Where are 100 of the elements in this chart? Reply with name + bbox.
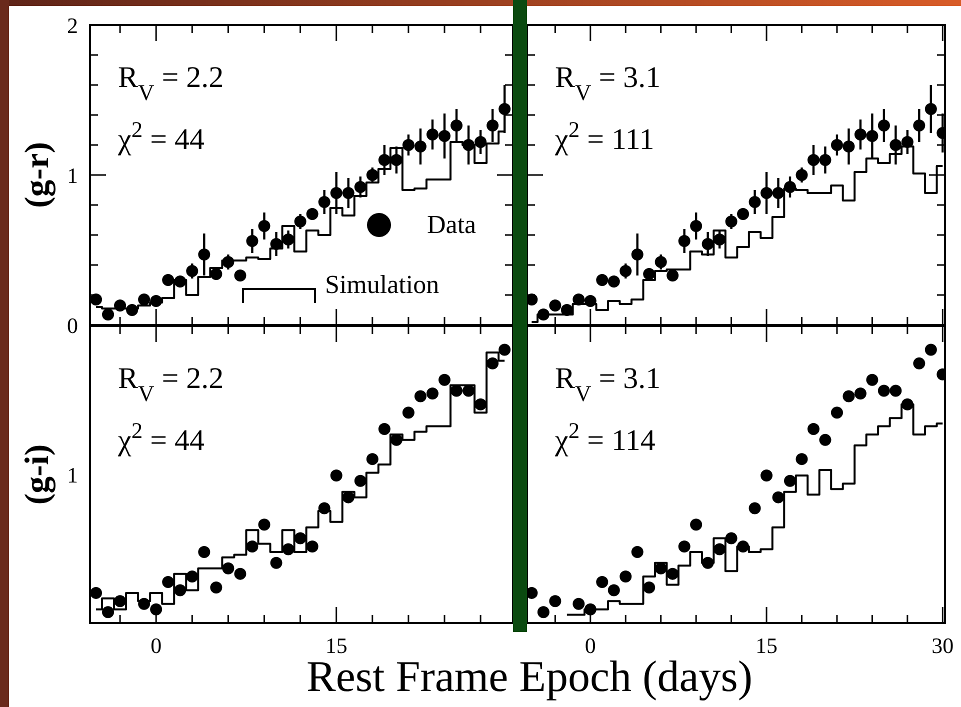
- point: [498, 103, 511, 115]
- point: [842, 390, 855, 402]
- point: [282, 234, 294, 246]
- point: [596, 274, 608, 286]
- point: [878, 120, 890, 132]
- point: [210, 581, 222, 594]
- point: [631, 546, 644, 558]
- point: [186, 570, 198, 583]
- point: [654, 256, 667, 268]
- point: [866, 374, 878, 386]
- point: [438, 374, 451, 386]
- point: [402, 139, 414, 151]
- point: [426, 387, 438, 400]
- point: [678, 540, 690, 552]
- point: [138, 294, 150, 306]
- point: [878, 384, 890, 397]
- point: [234, 568, 246, 580]
- point: [426, 128, 438, 140]
- point: [366, 169, 378, 181]
- point: [390, 154, 402, 166]
- point: [854, 128, 866, 140]
- annotation: χ$^{2}$ = 111: [554, 116, 654, 156]
- point: [819, 434, 832, 446]
- point: [643, 581, 656, 594]
- point: [438, 130, 451, 142]
- point: [102, 606, 114, 618]
- point: [474, 136, 487, 148]
- point: [90, 294, 102, 306]
- point: [527, 586, 538, 599]
- point: [474, 398, 487, 410]
- point: [608, 584, 620, 596]
- point: [258, 220, 270, 232]
- point: [498, 344, 511, 356]
- point: [796, 169, 808, 181]
- point: [620, 265, 632, 277]
- annotation: R$_{V}$ = 3.1: [555, 362, 661, 406]
- point: [450, 120, 463, 132]
- point: [572, 598, 585, 610]
- x-tick-label: 0: [150, 633, 162, 658]
- point: [537, 606, 550, 618]
- point: [258, 518, 270, 531]
- point: [702, 238, 714, 250]
- point: [414, 140, 426, 152]
- point: [608, 276, 620, 288]
- point: [102, 308, 114, 320]
- point: [318, 196, 330, 208]
- point: [678, 235, 690, 247]
- point: [830, 406, 843, 419]
- point: [772, 491, 784, 504]
- point: [760, 469, 773, 482]
- point: [354, 181, 366, 193]
- point: [402, 406, 414, 419]
- point: [784, 474, 796, 487]
- point: [924, 103, 937, 115]
- point: [666, 568, 679, 580]
- legend-label: Data: [427, 210, 477, 239]
- point: [924, 344, 937, 356]
- point: [748, 196, 761, 208]
- point: [162, 274, 174, 286]
- annotation: χ$^{2}$ = 114: [554, 418, 656, 457]
- point: [572, 294, 585, 306]
- y-axis-title: (g-i): [19, 444, 56, 505]
- point: [725, 532, 738, 544]
- point: [282, 543, 294, 556]
- point: [796, 453, 808, 466]
- point: [913, 120, 926, 132]
- point: [830, 139, 843, 151]
- point: [620, 570, 632, 583]
- annotation: χ$^{2}$ = 44: [117, 116, 204, 156]
- point: [890, 384, 902, 397]
- point: [486, 120, 499, 132]
- point: [760, 187, 773, 199]
- point: [294, 216, 306, 228]
- point: [210, 268, 222, 280]
- point: [186, 265, 198, 277]
- point: [772, 187, 784, 199]
- annotation: R$_{V}$ = 2.2: [118, 362, 224, 406]
- point: [222, 562, 234, 574]
- point: [174, 584, 186, 596]
- point: [854, 387, 866, 400]
- point: [725, 216, 738, 228]
- annotation: R$_{V}$ = 3.1: [555, 61, 661, 104]
- point: [666, 270, 679, 282]
- point: [366, 453, 378, 466]
- x-tick-label: 15: [756, 633, 778, 658]
- y-tick-label: 1: [67, 163, 78, 188]
- point: [643, 268, 656, 280]
- point: [270, 556, 282, 569]
- point: [306, 208, 318, 220]
- point: [378, 423, 390, 436]
- point: [486, 357, 499, 370]
- point: [90, 586, 102, 599]
- point: [631, 248, 644, 260]
- point: [819, 154, 832, 166]
- point: [414, 390, 426, 402]
- annotation: χ$^{2}$ = 44: [117, 418, 204, 457]
- point: [342, 187, 354, 199]
- point: [842, 140, 855, 152]
- y-tick-label: 0: [67, 313, 78, 338]
- point: [354, 474, 366, 487]
